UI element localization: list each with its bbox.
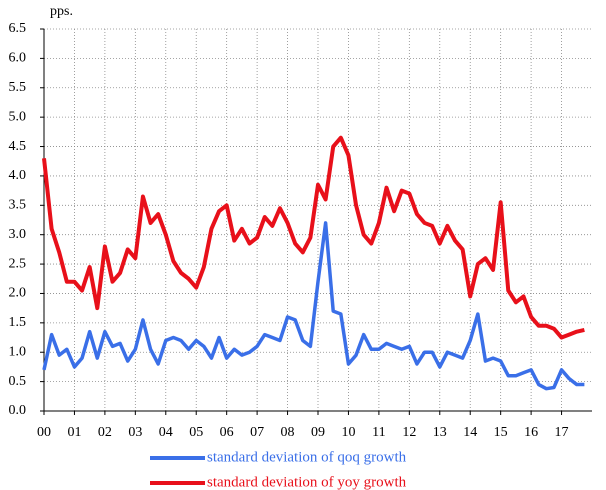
x-tick-label: 05 [189,425,203,440]
y-tick-label: 2.0 [9,286,27,301]
x-tick-label: 12 [402,425,416,440]
x-tick-label: 06 [220,425,234,440]
y-tick-label: 1.0 [9,344,27,359]
x-tick-label: 14 [463,425,477,440]
x-tick-label: 00 [37,425,51,440]
y-tick-label: 6.0 [9,51,27,66]
y-tick-label: 1.5 [9,315,27,330]
series-line [42,135,585,340]
legend-label: standard deviation of yoy growth [207,474,407,490]
x-tick-label: 15 [494,425,508,440]
x-tick-label: 16 [524,425,538,440]
x-tick-label: 17 [555,425,569,440]
series-line [42,221,585,391]
x-tick-label: 09 [311,425,325,440]
y-tick-label: 5.0 [9,109,27,124]
y-tick-label: 3.5 [9,198,27,213]
y-tick-label: 0.5 [9,374,27,389]
y-tick-label: 5.5 [9,80,27,95]
y-tick-label: 6.5 [9,21,27,36]
x-tick-label: 02 [98,425,112,440]
x-tick-label: 13 [433,425,447,440]
y-axis-label: pps. [50,4,73,19]
y-tick-label: 4.0 [9,168,27,183]
y-tick-label: 3.0 [9,227,27,242]
x-tick-label: 04 [159,425,173,440]
y-tick-label: 4.5 [9,139,27,154]
x-tick-label: 03 [128,425,142,440]
x-tick-label: 11 [372,425,385,440]
legend-label: standard deviation of qoq growth [207,449,407,465]
x-tick-label: 01 [67,425,81,440]
x-tick-label: 08 [281,425,295,440]
y-tick-label: 0.0 [9,403,27,418]
x-tick-label: 07 [250,425,264,440]
y-tick-label: 2.5 [9,256,27,271]
x-tick-label: 10 [341,425,355,440]
